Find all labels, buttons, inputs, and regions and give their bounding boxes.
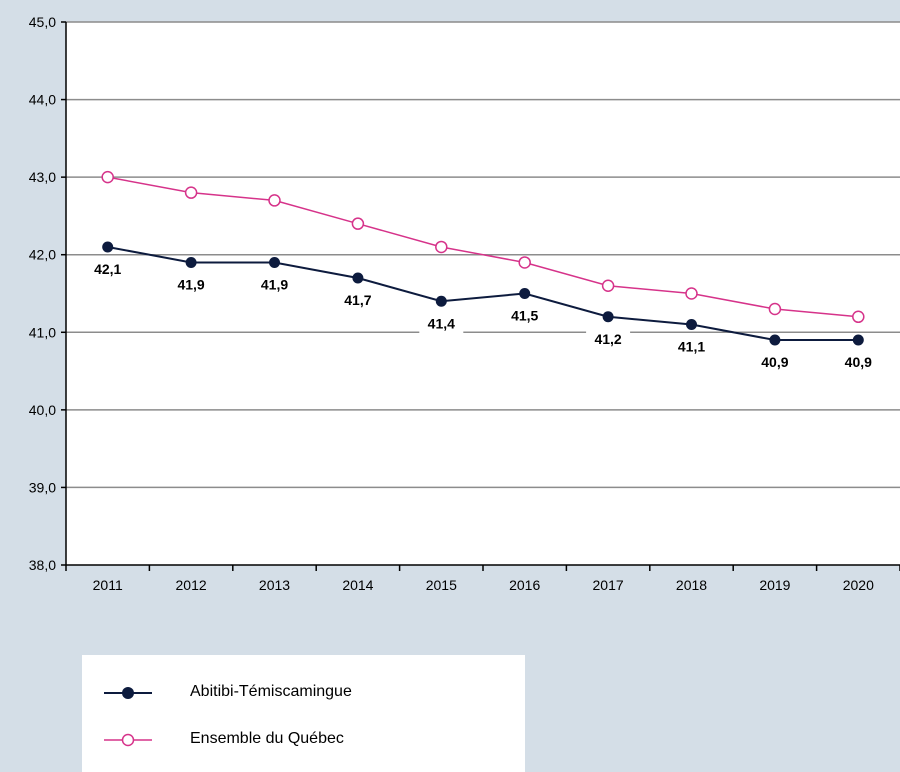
data-label-background: [752, 353, 797, 373]
data-label-background: [586, 329, 631, 349]
y-tick-label: 38,0: [29, 557, 56, 573]
data-point: [852, 310, 865, 324]
x-tick-label: 2016: [509, 577, 540, 593]
x-tick-label: 2012: [176, 577, 207, 593]
data-label: 41,7: [344, 292, 371, 308]
x-tick-label: 2014: [342, 577, 373, 593]
data-point: [686, 319, 697, 331]
data-label: 40,9: [761, 354, 788, 370]
data-point: [184, 186, 198, 199]
legend-label-abitibi: Abitibi-Témiscamingue: [190, 683, 352, 700]
data-label-background: [836, 353, 881, 373]
line-chart: 38,039,040,041,042,043,044,045,0 2011 201…: [29, 14, 900, 593]
data-label: 41,1: [678, 339, 705, 355]
data-point: [685, 287, 698, 300]
y-axis: 38,0 39,0 40,0 41,0 42,0 43,0 44,0 45,0: [29, 14, 67, 573]
data-point: [768, 302, 782, 316]
data-label: 41,4: [428, 315, 455, 331]
legend-marker-open-circle-icon: [104, 733, 152, 747]
data-label-background: [502, 306, 547, 326]
y-tick-label: 43,0: [29, 169, 56, 185]
data-point: [435, 240, 448, 254]
series-line: [107, 245, 859, 342]
data-point: [185, 256, 197, 268]
series-line: [107, 176, 859, 318]
data-label: 41,9: [261, 276, 288, 292]
legend: Abitibi-Témiscamingue Ensemble du Québec: [82, 655, 525, 772]
legend-label-quebec: Ensemble du Québec: [190, 730, 344, 747]
data-point: [102, 241, 114, 253]
data-point: [769, 334, 781, 346]
x-tick-label: 2020: [843, 577, 874, 593]
data-point: [351, 217, 365, 230]
data-label: 41,2: [594, 331, 621, 347]
data-label: 41,5: [511, 308, 538, 324]
y-tick-label: 39,0: [29, 479, 56, 495]
y-tick-label: 45,0: [29, 14, 56, 30]
data-point: [269, 256, 280, 268]
data-label: 41,9: [177, 276, 204, 292]
data-point: [101, 170, 114, 184]
y-tick-label: 41,0: [29, 324, 56, 340]
data-point: [518, 256, 531, 269]
data-labels: 42,1 41,9 41,9 41,7 41,4 41,5 41,2 41,1 40,9 40,9: [85, 259, 881, 373]
series-lines: [101, 170, 865, 346]
y-tick-label: 42,0: [29, 247, 56, 263]
legend-marker-filled-circle-icon: [104, 687, 152, 699]
data-label-background: [669, 337, 714, 357]
data-point: [601, 279, 615, 292]
data-label-background: [169, 275, 214, 295]
x-tick-label: 2015: [426, 577, 457, 593]
y-tick-label: 40,0: [29, 402, 56, 418]
x-tick-label: 2018: [676, 577, 707, 593]
x-tick-label: 2011: [93, 577, 123, 593]
data-label-background: [252, 275, 297, 295]
y-tick-label: 44,0: [29, 92, 56, 108]
x-axis: 2011 2012 2013 2014 2015 2016 2017 2018 2019 2020: [65, 564, 900, 593]
data-point: [519, 288, 531, 299]
data-point: [268, 194, 281, 207]
data-label: 42,1: [94, 261, 121, 277]
data-label-background: [85, 259, 130, 279]
data-point: [602, 311, 614, 323]
x-tick-label: 2017: [593, 577, 624, 593]
data-point: [435, 295, 447, 307]
data-label-background: [335, 290, 380, 310]
gridlines: [66, 21, 900, 489]
data-point: [852, 334, 864, 346]
x-tick-label: 2013: [259, 577, 290, 593]
data-label: 40,9: [845, 354, 872, 370]
x-tick-label: 2019: [759, 577, 790, 593]
data-label-background: [419, 314, 464, 334]
data-point: [352, 272, 364, 284]
